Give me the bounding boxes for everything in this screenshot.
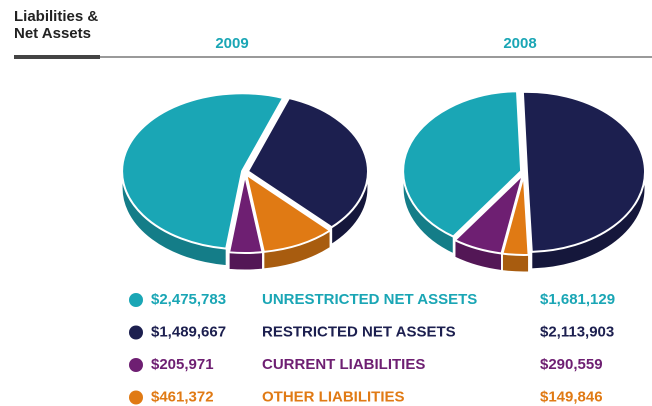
legend-value-right: $149,846	[540, 388, 603, 405]
legend-label: UNRESTRICTED NET ASSETS	[262, 291, 477, 308]
legend-value-left: $2,475,783	[151, 291, 226, 308]
pie-tops	[121, 92, 369, 254]
legend-value-left: $461,372	[151, 388, 214, 405]
pie-title: 2009	[215, 35, 248, 52]
legend-marker	[129, 390, 143, 405]
pie-slice	[246, 97, 369, 229]
chart-title: Liabilities & Net Assets	[14, 8, 99, 42]
pie-slice	[402, 90, 523, 238]
legend-value-left: $1,489,667	[151, 323, 226, 340]
pie-title: 2008	[503, 35, 536, 52]
pie-slice	[521, 90, 647, 253]
legend-label: RESTRICTED NET ASSETS	[262, 323, 456, 340]
legend-value-right: $1,681,129	[540, 291, 615, 308]
pie-slice	[453, 173, 524, 255]
legend-value-right: $290,559	[540, 356, 603, 373]
pie-slice-side	[501, 253, 530, 273]
pie-tops	[402, 90, 647, 256]
legend-marker	[129, 325, 143, 340]
legend-marker	[129, 358, 143, 372]
pie-slice	[121, 92, 285, 250]
legend-value-left: $205,971	[151, 356, 214, 373]
pie-slice	[228, 174, 264, 254]
pie-slice-side	[228, 251, 264, 271]
pie-slice	[245, 173, 332, 253]
legend-marker	[129, 293, 143, 307]
legend-label: CURRENT LIABILITIES	[262, 356, 425, 373]
legend-value-right: $2,113,903	[540, 323, 614, 340]
legend-label: OTHER LIABILITIES	[262, 388, 405, 405]
